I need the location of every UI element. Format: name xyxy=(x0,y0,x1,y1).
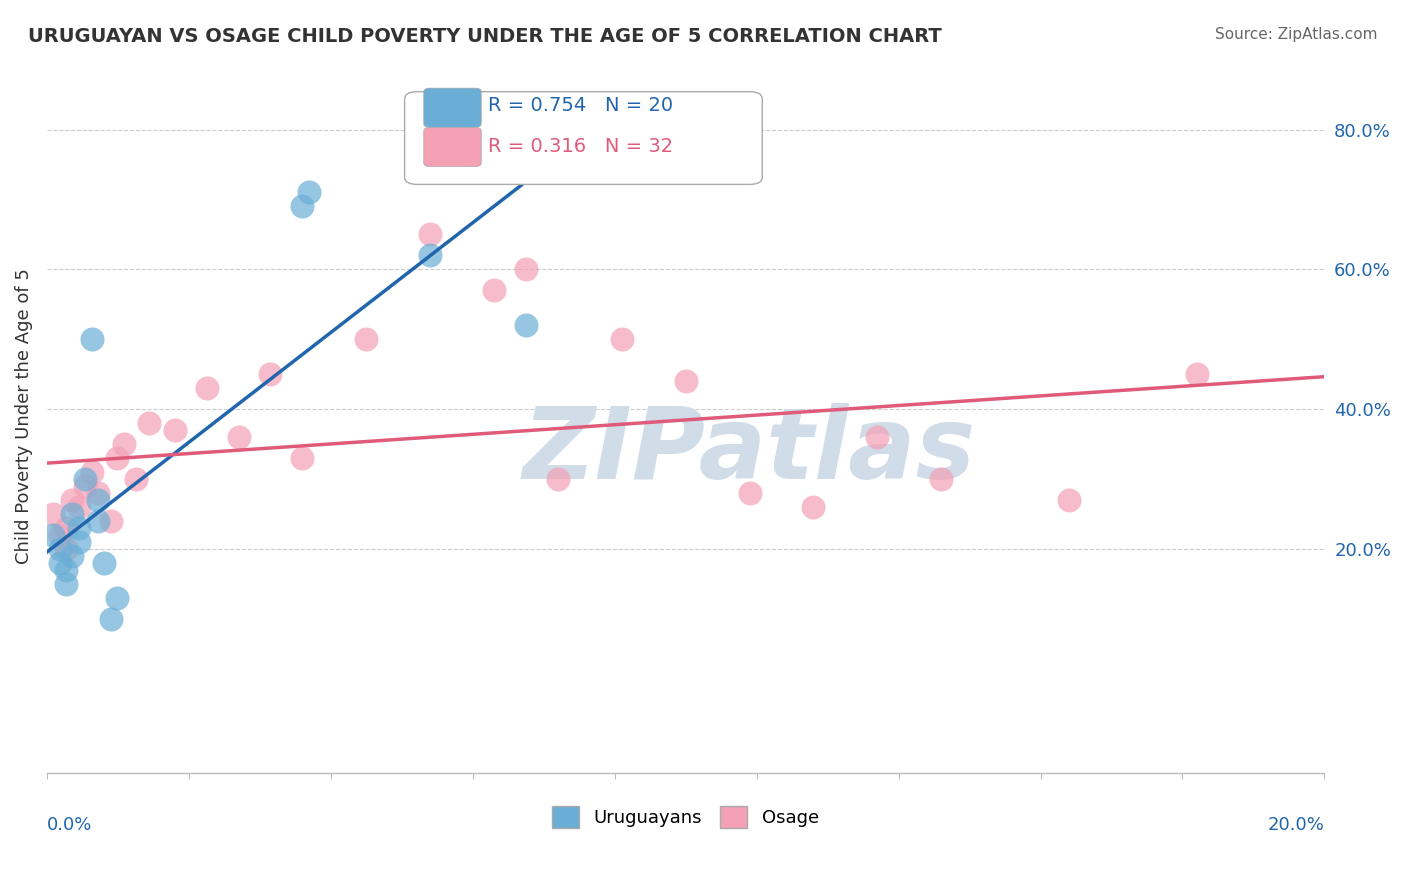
Point xyxy=(42,507,65,521)
Point xyxy=(93,556,115,570)
Point xyxy=(195,381,218,395)
Point xyxy=(62,549,84,563)
Point xyxy=(356,332,378,346)
Point xyxy=(125,472,148,486)
Text: 20.0%: 20.0% xyxy=(1268,815,1324,833)
Text: URUGUAYAN VS OSAGE CHILD POVERTY UNDER THE AGE OF 5 CORRELATION CHART: URUGUAYAN VS OSAGE CHILD POVERTY UNDER T… xyxy=(28,27,942,45)
Text: Source: ZipAtlas.com: Source: ZipAtlas.com xyxy=(1215,27,1378,42)
Text: 0.0%: 0.0% xyxy=(46,815,93,833)
Point xyxy=(675,374,697,388)
Point xyxy=(291,199,314,213)
Point xyxy=(67,521,90,535)
Point xyxy=(100,612,122,626)
Point xyxy=(1057,493,1080,508)
Point xyxy=(62,493,84,508)
Point xyxy=(67,500,90,514)
Point xyxy=(55,577,77,591)
Point xyxy=(75,479,97,493)
FancyBboxPatch shape xyxy=(423,128,481,167)
Point xyxy=(55,541,77,556)
Point xyxy=(163,423,186,437)
Point xyxy=(929,472,952,486)
Point xyxy=(610,332,633,346)
Point xyxy=(228,430,250,444)
Y-axis label: Child Poverty Under the Age of 5: Child Poverty Under the Age of 5 xyxy=(15,268,32,564)
Legend: Uruguayans, Osage: Uruguayans, Osage xyxy=(546,798,827,835)
Point xyxy=(67,535,90,549)
Text: R = 0.754   N = 20: R = 0.754 N = 20 xyxy=(488,96,672,115)
Point xyxy=(298,186,321,200)
Point xyxy=(866,430,889,444)
Point xyxy=(1185,368,1208,382)
Point xyxy=(75,472,97,486)
Point xyxy=(48,541,70,556)
Point xyxy=(482,283,505,297)
Point xyxy=(87,493,110,508)
Point xyxy=(80,332,103,346)
FancyBboxPatch shape xyxy=(423,88,481,128)
Point xyxy=(419,227,441,242)
Point xyxy=(112,437,135,451)
Point xyxy=(803,500,825,514)
Text: ZIPatlas: ZIPatlas xyxy=(523,403,976,500)
Point xyxy=(55,521,77,535)
Point xyxy=(738,486,761,500)
Point xyxy=(547,472,569,486)
Text: R = 0.316   N = 32: R = 0.316 N = 32 xyxy=(488,137,672,156)
Point xyxy=(87,486,110,500)
Point xyxy=(105,451,128,466)
Point xyxy=(138,416,160,430)
Point xyxy=(419,248,441,262)
Point xyxy=(55,563,77,577)
FancyBboxPatch shape xyxy=(405,92,762,185)
Point xyxy=(87,514,110,528)
Point xyxy=(42,528,65,542)
Point xyxy=(80,465,103,479)
Point xyxy=(48,556,70,570)
Point xyxy=(62,507,84,521)
Point xyxy=(105,591,128,605)
Point xyxy=(291,451,314,466)
Point xyxy=(100,514,122,528)
Point xyxy=(48,528,70,542)
Point xyxy=(515,318,537,333)
Point xyxy=(259,368,281,382)
Point xyxy=(515,262,537,277)
